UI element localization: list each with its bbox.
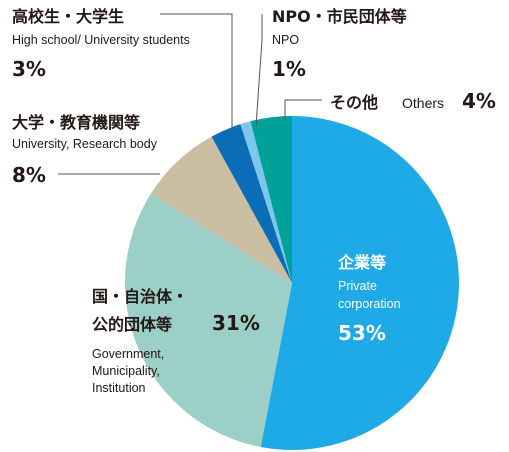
- category-label-en: Others: [402, 95, 444, 111]
- value-label: 53%: [338, 321, 386, 345]
- pie-slice: [211, 124, 292, 284]
- category-label-en: Municipality,: [92, 364, 160, 378]
- leader-line: [255, 14, 263, 127]
- category-label: 高校生・大学生: [12, 7, 124, 26]
- category-label-en: Government,: [92, 347, 164, 361]
- pie-slice: [125, 193, 292, 448]
- category-label: NPO・市民団体等: [272, 7, 407, 26]
- pie-slice: [250, 116, 292, 283]
- value-label: 4%: [462, 89, 496, 113]
- category-label-en: High school/ University students: [12, 33, 190, 47]
- value-label: 8%: [12, 163, 46, 187]
- category-label: 国・自治体・: [92, 287, 188, 306]
- value-label: 3%: [12, 57, 46, 81]
- pie-slice: [240, 121, 292, 283]
- category-label: その他: [330, 93, 378, 112]
- category-label-en: Institution: [92, 381, 146, 395]
- value-label: 1%: [272, 57, 306, 81]
- leader-line: [284, 99, 322, 120]
- category-label-en: University, Research body: [12, 137, 158, 151]
- category-label-en: Private: [338, 279, 377, 293]
- leader-line: [160, 13, 233, 130]
- category-label: 企業等: [337, 253, 386, 272]
- category-label: 公的団体等: [92, 315, 172, 334]
- category-label: 大学・教育機関等: [12, 113, 140, 132]
- pie-slice: [150, 136, 292, 283]
- value-label: 31%: [212, 311, 260, 335]
- category-label-en: NPO: [272, 33, 299, 47]
- pie-slice: [260, 116, 460, 451]
- category-label-en: corporation: [338, 297, 401, 311]
